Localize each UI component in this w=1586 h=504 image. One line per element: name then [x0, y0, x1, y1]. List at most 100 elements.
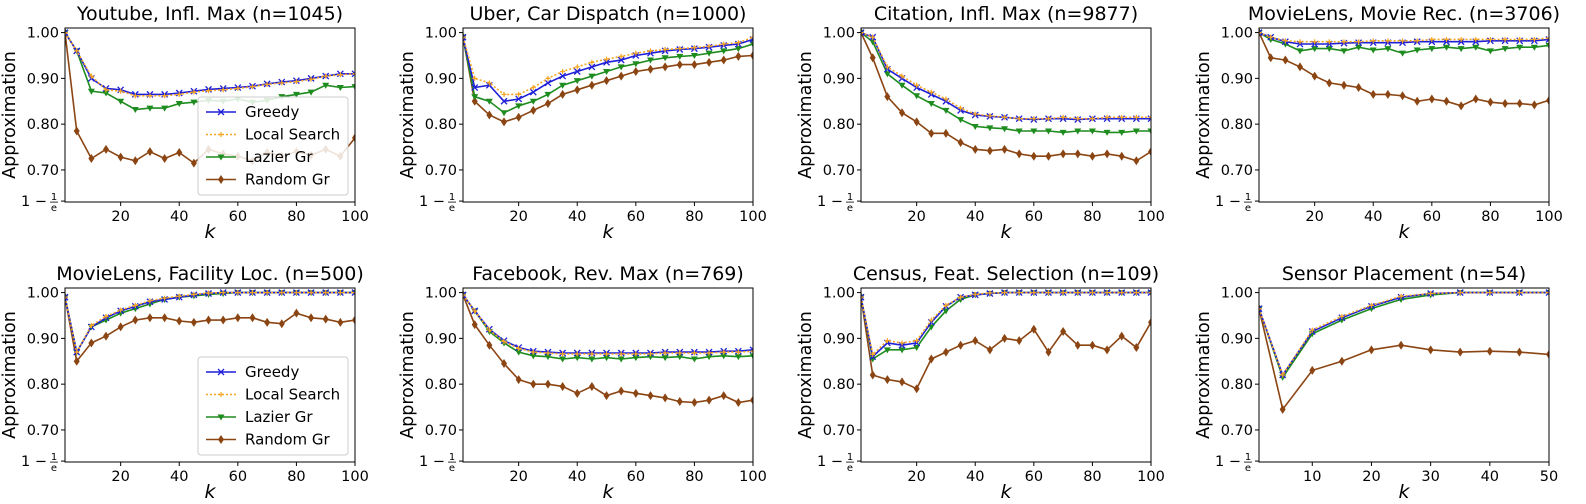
data-point — [1457, 290, 1463, 296]
data-point — [1414, 96, 1421, 106]
data-point — [322, 82, 330, 89]
special-tick-prefix: 1 − — [1215, 454, 1241, 470]
plot-frame — [64, 27, 356, 203]
data-point — [1132, 128, 1140, 135]
data-point — [1118, 151, 1125, 161]
data-point — [1089, 340, 1096, 350]
data-point — [749, 353, 753, 360]
data-point — [618, 71, 625, 81]
data-point — [190, 158, 197, 168]
data-point — [1148, 317, 1151, 327]
y-axis-label: Approximation — [1194, 311, 1214, 439]
data-point — [721, 41, 727, 47]
data-point — [1473, 36, 1479, 42]
special-tick-numerator: 1 — [51, 192, 57, 203]
series-local-search — [861, 290, 1151, 357]
data-point — [589, 59, 595, 65]
data-point — [1370, 38, 1376, 44]
data-point — [749, 41, 753, 48]
data-point — [486, 327, 492, 333]
data-point — [647, 64, 654, 74]
data-point — [1104, 290, 1110, 296]
data-point — [1311, 71, 1318, 81]
series-lazier-gr — [1259, 290, 1549, 381]
data-point — [1031, 290, 1037, 296]
legend-label: Greedy — [245, 363, 299, 381]
data-point — [544, 354, 552, 361]
series-greedy — [65, 29, 355, 98]
subplot-2: Uber, Car Dispatch (n=1000) Approximation… — [398, 3, 767, 243]
data-point — [545, 350, 551, 356]
data-point — [1119, 290, 1125, 296]
data-point — [530, 85, 536, 91]
data-point — [899, 108, 906, 118]
y-tick-label: 0.70 — [823, 423, 855, 439]
x-tick-label: 40 — [1364, 209, 1382, 225]
data-point — [573, 68, 581, 75]
x-tick-label: 60 — [627, 469, 645, 485]
data-point — [661, 355, 669, 362]
data-point — [162, 295, 168, 301]
y-axis-label: Approximation — [1194, 51, 1214, 179]
data-point — [486, 80, 492, 86]
data-point — [1088, 128, 1096, 135]
data-point — [574, 85, 581, 95]
series-local-search — [861, 30, 1151, 122]
data-point — [1060, 327, 1067, 336]
data-point — [1060, 290, 1066, 296]
data-point — [861, 293, 865, 301]
x-tick-label: 100 — [739, 209, 767, 225]
chart-title: Sensor Placement (n=54) — [1282, 263, 1526, 285]
data-point — [544, 99, 551, 109]
data-point — [132, 156, 139, 166]
y-tick-label: 0.80 — [1221, 117, 1253, 133]
y-tick-label: 0.70 — [425, 163, 457, 179]
data-point — [117, 322, 124, 332]
plot-frame — [64, 287, 356, 463]
y-tick-label: 0.80 — [425, 117, 457, 133]
data-point — [677, 350, 683, 356]
data-point — [1089, 151, 1096, 161]
data-point — [861, 294, 864, 300]
series-random-gr — [65, 292, 355, 366]
data-point — [573, 355, 581, 362]
data-point — [1516, 290, 1522, 296]
data-point — [1074, 149, 1081, 159]
data-point — [1355, 83, 1362, 93]
data-point — [706, 57, 713, 67]
data-point — [190, 99, 198, 106]
data-point — [1001, 144, 1008, 154]
data-point — [1384, 46, 1392, 53]
data-point — [560, 69, 566, 74]
legend-marker — [218, 435, 224, 444]
data-point — [1326, 78, 1333, 88]
data-point — [1487, 290, 1493, 296]
data-point — [1428, 46, 1436, 53]
data-point — [1370, 89, 1377, 99]
data-point — [661, 55, 669, 62]
x-tick-label: 20 — [1305, 209, 1323, 225]
y-tick-label: 0.70 — [27, 163, 59, 179]
data-point — [544, 379, 551, 389]
data-point — [1309, 365, 1316, 375]
data-point — [545, 75, 551, 81]
data-point — [1268, 34, 1274, 40]
data-point — [705, 354, 713, 361]
data-point — [529, 88, 537, 96]
series-line — [861, 31, 1151, 120]
data-point — [103, 87, 109, 93]
x-tick-label: 60 — [229, 469, 247, 485]
data-point — [603, 355, 611, 362]
special-tick-prefix: 1 − — [817, 454, 843, 470]
subplot-7: Census, Feat. Selection (n=109) Approxima… — [796, 263, 1165, 503]
data-point — [1516, 347, 1523, 357]
data-point — [1016, 149, 1023, 159]
y-axis-label: Approximation — [0, 51, 20, 179]
series-random-gr — [861, 28, 1151, 166]
data-point — [914, 82, 920, 88]
series-lazier-gr — [463, 34, 753, 117]
series-random-gr — [1259, 28, 1549, 111]
data-point — [632, 388, 639, 398]
data-point — [220, 87, 226, 93]
special-tick-numerator: 1 — [847, 192, 853, 203]
